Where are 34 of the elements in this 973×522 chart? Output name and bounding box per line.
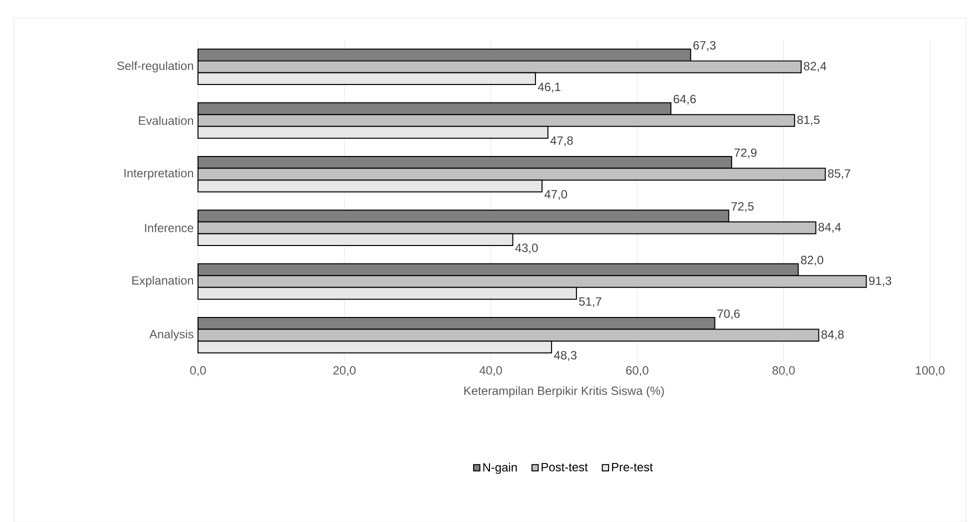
legend-label: Post-test [542, 462, 588, 472]
y-tick-label: Evaluation [138, 116, 194, 125]
legend-label: Pre-test [612, 462, 653, 472]
x-tick-label: 100,0 [916, 366, 944, 376]
x-axis-title: Keterampilan Berpikir Kritis Siswa (%) [464, 386, 664, 398]
data-label: 43,0 [515, 244, 538, 254]
y-tick-label: Analysis [149, 330, 194, 341]
y-tick-label: Interpretation [124, 168, 194, 180]
data-label: 82,0 [800, 256, 824, 266]
data-label: 85,7 [828, 169, 850, 180]
legend-label: N-gain [483, 462, 517, 474]
data-label: 72,5 [732, 202, 754, 212]
x-tick-label: 0,0 [190, 366, 206, 376]
data-label: 91,3 [869, 276, 892, 286]
x-tick-label: 60,0 [626, 366, 648, 376]
x-tick-label: 20,0 [333, 366, 356, 376]
data-label: 51,7 [579, 297, 602, 308]
data-label: 48,3 [554, 350, 576, 361]
data-label: 47,0 [544, 190, 568, 200]
data-label: 82,4 [804, 62, 826, 72]
data-label: 47,8 [550, 136, 573, 146]
data-label: 67,3 [693, 41, 716, 51]
data-label: 81,5 [797, 115, 820, 126]
y-tick-label: Inference [145, 223, 194, 232]
x-tick-label: 80,0 [772, 366, 795, 376]
data-label: 84,8 [821, 330, 844, 340]
data-label: 70,6 [718, 309, 740, 320]
data-label: 64,6 [674, 94, 696, 105]
y-tick-label: Self-regulation [117, 61, 194, 72]
data-label: 72,9 [734, 148, 757, 158]
y-tick-label: Explanation [132, 276, 194, 287]
data-label: 84,4 [818, 222, 841, 233]
x-tick-label: 40,0 [479, 366, 502, 376]
data-label: 46,1 [538, 82, 560, 92]
